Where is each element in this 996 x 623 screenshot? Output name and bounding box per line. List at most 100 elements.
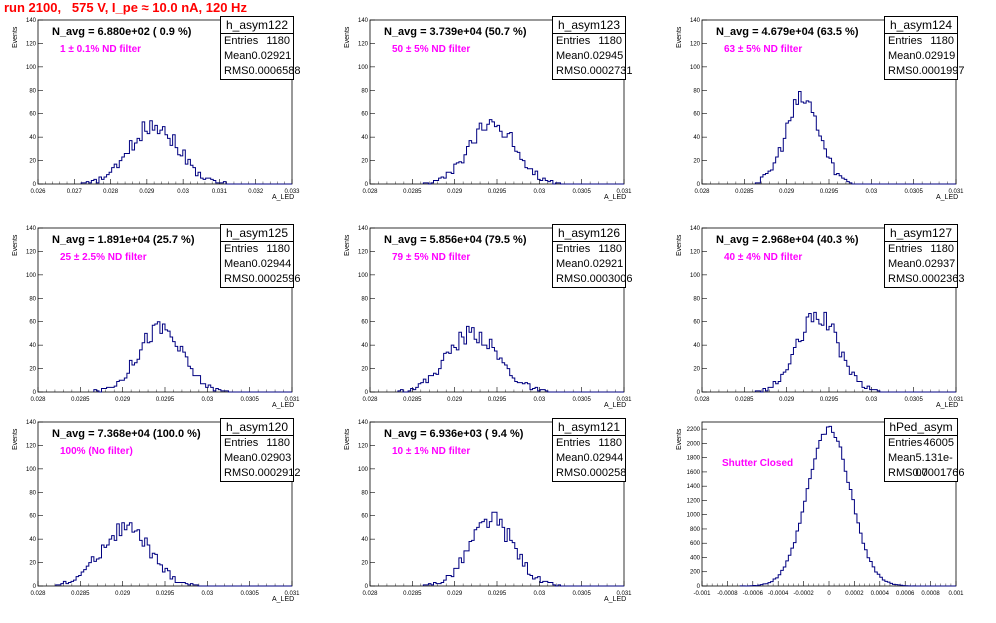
stat-label: Mean — [556, 452, 584, 464]
x-tick-label: 0.028 — [694, 397, 710, 403]
x-tick-label: 0.029 — [447, 591, 463, 597]
x-tick-label: 0.031 — [284, 397, 300, 403]
stat-row-mean: Mean 0.02944 — [221, 257, 293, 272]
y-tick-label: 1200 — [687, 498, 701, 504]
y-tick-label: 80 — [29, 88, 36, 94]
y-tick-label: 40 — [29, 343, 36, 349]
x-tick-label: 0.028 — [103, 189, 119, 195]
y-tick-label: 80 — [361, 490, 368, 496]
y-tick-label: 100 — [26, 467, 37, 473]
histogram-svg: 0.028 0.0285 0.029 0.0295 0.03 0.0305 0.031 0 20… — [26, 226, 300, 403]
histogram-svg: 0.028 0.0285 0.029 0.0295 0.03 0.0305 0.031 0 20… — [690, 18, 964, 195]
stat-row-rms: RMS 0.000258 — [553, 466, 626, 481]
stat-row-entries: Entries 1180 — [221, 436, 293, 451]
stat-value: 5.131e-07 — [915, 452, 953, 479]
stat-value: 0.0001997 — [912, 65, 965, 77]
y-axis-label: Events — [676, 234, 683, 256]
y-tick-label: 200 — [690, 570, 701, 576]
y-tick-label: 120 — [690, 249, 701, 255]
stat-value: 0.0002363 — [912, 273, 965, 285]
filter-label: 79 ± 5% ND filter — [392, 252, 471, 263]
histogram-line — [80, 120, 292, 185]
stat-value: 0.02944 — [251, 258, 292, 270]
x-tick-label: 0.028 — [362, 189, 378, 195]
x-tick-label: 0.031 — [212, 189, 228, 195]
y-axis-label: Events — [12, 428, 19, 450]
stat-label: RMS — [224, 65, 249, 77]
y-tick-label: 0 — [33, 584, 37, 590]
histogram-panel: 0.028 0.0285 0.029 0.0295 0.03 0.0305 0.031 0 20… — [332, 14, 662, 221]
x-tick-label: 0.033 — [284, 189, 300, 195]
y-tick-label: 140 — [358, 226, 369, 232]
stat-label: RMS — [888, 273, 913, 285]
stat-row-rms: RMS 0.0002363 — [885, 272, 964, 287]
histogram-line — [739, 425, 956, 587]
histogram-panel: 0.028 0.0285 0.029 0.0295 0.03 0.0305 0.031 0 20… — [664, 222, 994, 429]
stat-box-title: h_asym126 — [553, 225, 625, 242]
stat-row-rms: RMS 0.0001997 — [885, 64, 964, 79]
stat-row-entries: Entries 1180 — [885, 242, 957, 257]
stat-box: h_asym120 Entries 1180 Mean 0.02903 RMS 0.0002… — [220, 418, 300, 482]
y-tick-label: 140 — [358, 18, 369, 24]
y-axis-label: Events — [344, 26, 351, 48]
filter-label: 100% (No filter) — [60, 446, 133, 457]
x-tick-label: 0.0295 — [488, 591, 507, 597]
stat-value: 0.02937 — [915, 258, 956, 270]
y-tick-label: 20 — [29, 367, 36, 373]
y-tick-label: 120 — [358, 443, 369, 449]
y-tick-label: 400 — [690, 555, 701, 561]
y-tick-label: 2200 — [687, 427, 701, 433]
x-tick-label: 0.03 — [201, 397, 213, 403]
stat-label: RMS — [224, 273, 249, 285]
x-tick-label: 0.0285 — [403, 591, 422, 597]
y-tick-label: 140 — [358, 420, 369, 426]
stat-row-entries: Entries 1180 — [553, 34, 625, 49]
y-tick-label: 40 — [693, 135, 700, 141]
x-tick-label: 0.027 — [67, 189, 83, 195]
x-tick-label: 0.031 — [948, 189, 964, 195]
x-tick-label: 0.0305 — [572, 591, 591, 597]
y-tick-label: 140 — [690, 226, 701, 232]
stat-value: 0.0002596 — [248, 273, 301, 285]
y-tick-label: 80 — [693, 88, 700, 94]
y-tick-label: 60 — [29, 320, 36, 326]
stat-value: 1180 — [266, 35, 290, 47]
y-axis-label: Events — [676, 26, 683, 48]
navg-label: N_avg = 5.856e+04 (79.5 %) — [384, 234, 527, 246]
y-tick-label: 0 — [33, 182, 37, 188]
y-tick-label: 800 — [690, 527, 701, 533]
stat-value: 0.0006588 — [248, 65, 301, 77]
stat-label: RMS — [556, 65, 581, 77]
stat-box: h_asym122 Entries 1180 Mean 0.02921 RMS 0.0006… — [220, 16, 300, 80]
stat-box: h_asym125 Entries 1180 Mean 0.02944 RMS 0.0002… — [220, 224, 300, 288]
histogram-svg: 0.028 0.0285 0.029 0.0295 0.03 0.0305 0.031 0 20… — [26, 420, 300, 597]
x-tick-label: 0.028 — [694, 189, 710, 195]
x-tick-label: 0.0285 — [403, 397, 422, 403]
page-title: run 2100, 575 V, I_pe ≈ 10.0 nA, 120 Hz — [4, 0, 247, 15]
stat-box-title: hPed_asym — [885, 419, 957, 436]
x-tick-label: 0 — [827, 591, 831, 597]
y-tick-label: 100 — [358, 65, 369, 71]
histogram-svg: 0.028 0.0285 0.029 0.0295 0.03 0.0305 0.031 0 20… — [358, 18, 632, 195]
stat-value: 0.02944 — [583, 452, 624, 464]
y-tick-label: 60 — [361, 514, 368, 520]
y-tick-label: 0 — [365, 182, 369, 188]
histogram-svg: 0.026 0.027 0.028 0.029 0.03 0.031 0.032 0.033 0… — [26, 18, 300, 195]
y-tick-label: 20 — [361, 159, 368, 165]
y-tick-label: 2000 — [687, 441, 701, 447]
stat-value: 0.02921 — [583, 258, 624, 270]
y-tick-label: 60 — [361, 112, 368, 118]
stat-row-entries: Entries 1180 — [221, 242, 293, 257]
x-tick-label: 0.03 — [201, 591, 213, 597]
y-tick-label: 1400 — [687, 484, 701, 490]
histogram-svg: 0.028 0.0285 0.029 0.0295 0.03 0.0305 0.031 0 20… — [358, 226, 632, 403]
stat-value: 0.02919 — [915, 50, 956, 62]
y-tick-label: 80 — [361, 296, 368, 302]
x-tick-label: 0.031 — [948, 397, 964, 403]
y-tick-label: 40 — [361, 537, 368, 543]
y-tick-label: 100 — [358, 467, 369, 473]
x-tick-label: 0.028 — [362, 397, 378, 403]
y-tick-label: 0 — [365, 390, 369, 396]
stat-value: 1180 — [598, 35, 622, 47]
